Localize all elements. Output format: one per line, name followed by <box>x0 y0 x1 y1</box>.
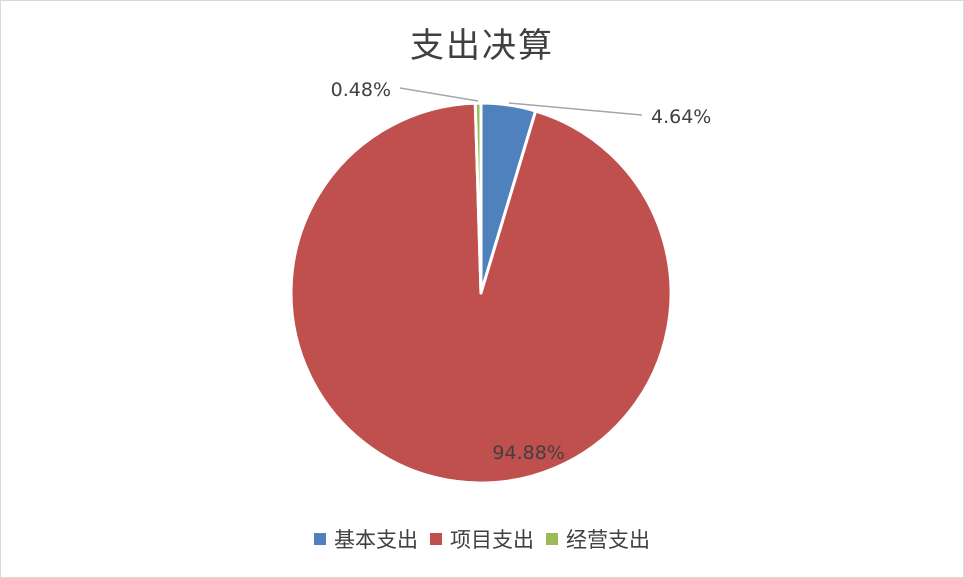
legend-label-basic: 基本支出 <box>334 528 418 552</box>
legend-item-operating: 经营支出 <box>546 524 650 554</box>
legend-label-operating: 经营支出 <box>566 528 650 552</box>
legend-label-project: 项目支出 <box>450 528 534 552</box>
legend-swatch-operating <box>546 533 558 545</box>
leader-line <box>399 87 479 102</box>
legend-swatch-basic <box>314 533 326 545</box>
legend-swatch-project <box>430 533 442 545</box>
data-label-basic: 4.64% <box>651 106 711 128</box>
leader-line <box>508 102 643 116</box>
data-label-project: 94.88% <box>492 442 564 464</box>
legend: 基本支出 项目支出 经营支出 <box>0 524 964 554</box>
data-label-operating: 0.48% <box>331 79 391 101</box>
slice-operating <box>473 101 483 295</box>
legend-item-project: 项目支出 <box>430 524 534 554</box>
legend-item-basic: 基本支出 <box>314 524 418 554</box>
chart-title: 支出决算 <box>410 26 554 66</box>
